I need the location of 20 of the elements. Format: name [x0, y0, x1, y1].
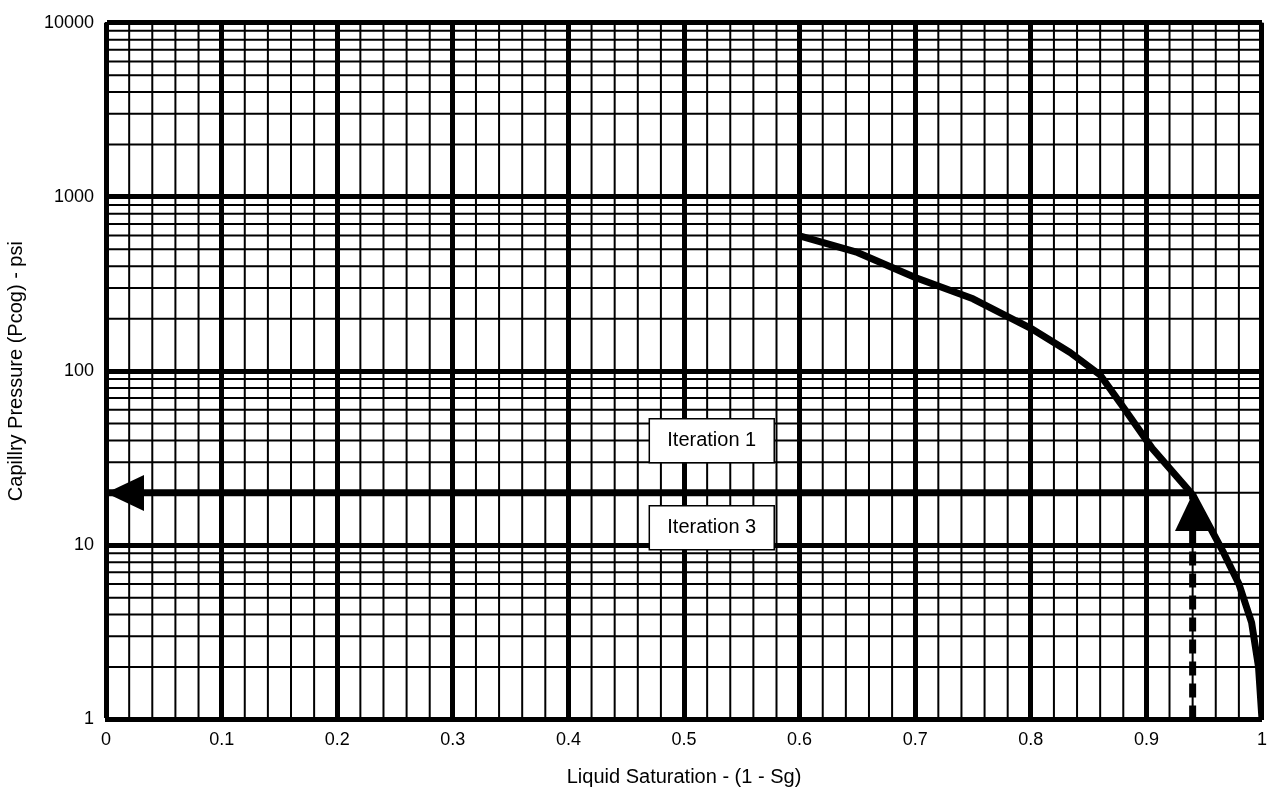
annotation: Iteration 3: [667, 515, 757, 538]
y-tick-label: 10: [74, 534, 95, 555]
x-tick-label: 0.2: [324, 729, 350, 750]
x-tick-label: 0.9: [1133, 729, 1159, 750]
x-tick-label: 0.7: [902, 729, 928, 750]
x-tick-label: 0.4: [555, 729, 581, 750]
x-tick-label: 0: [101, 729, 112, 750]
y-tick-label: 1: [84, 708, 95, 729]
y-axis-title: Capillry Pressure (Pcog) - psi: [3, 241, 26, 502]
x-tick-label: 0.8: [1018, 729, 1044, 750]
x-tick-label: 0.5: [671, 729, 697, 750]
x-tick-label: 0.1: [209, 729, 235, 750]
x-tick-label: 0.6: [787, 729, 813, 750]
x-tick-label: 1: [1256, 729, 1267, 750]
annotation: Iteration 1: [667, 428, 757, 451]
x-axis-title: Liquid Saturation - (1 - Sg): [566, 764, 802, 787]
x-tick-label: 0.3: [440, 729, 466, 750]
y-tick-label: 100: [64, 360, 95, 381]
y-tick-label: 1000: [54, 185, 95, 206]
y-tick-label: 10000: [43, 11, 95, 32]
